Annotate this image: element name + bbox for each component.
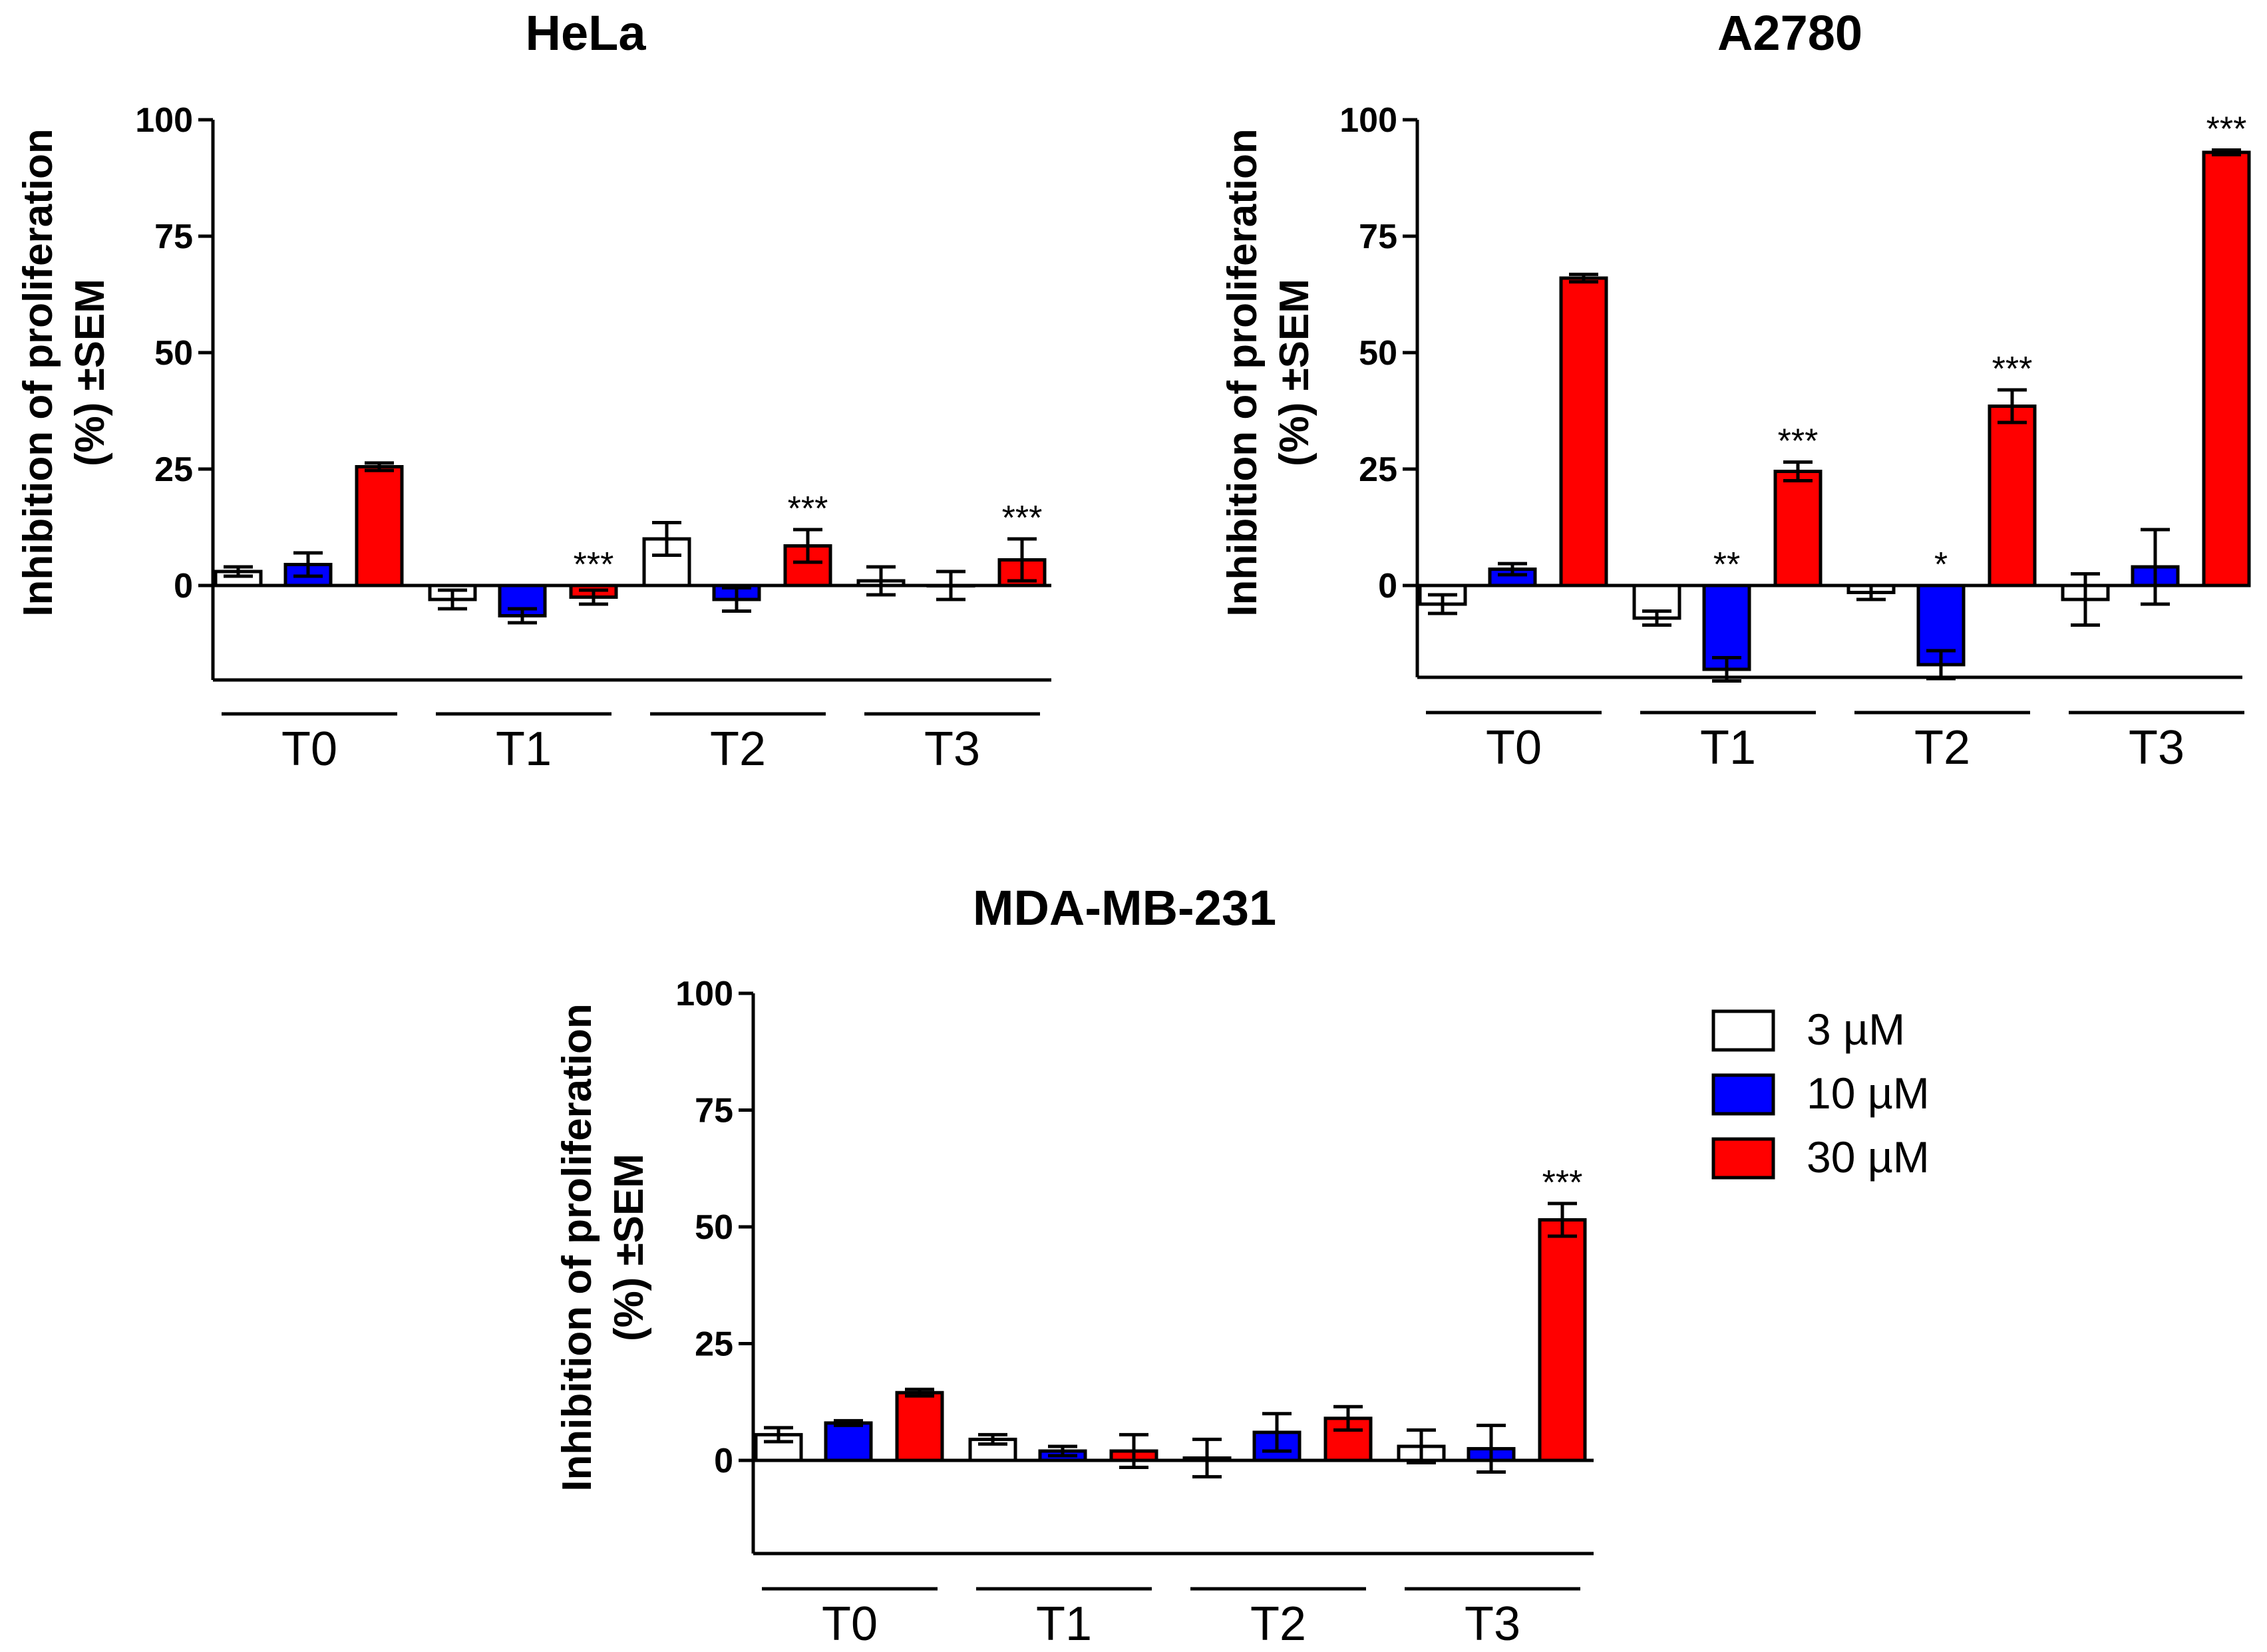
y-axis-label-line2: (%) ±SEM <box>1272 279 1317 466</box>
bar <box>1559 276 1608 587</box>
bar <box>754 1432 803 1462</box>
y-axis-label: Inhibition of proliferation (%) ±SEM <box>15 128 113 617</box>
category-label: T0 <box>822 1597 878 1651</box>
bar <box>1988 405 2037 587</box>
significance-marker: *** <box>1992 350 2033 389</box>
legend-label: 3 µM <box>1807 1005 1905 1054</box>
chart-title: A2780 <box>1717 5 1862 61</box>
category-label: T3 <box>1465 1597 1520 1651</box>
y-axis-label-line1: Inhibition of proliferation <box>1220 128 1266 617</box>
y-tick-label: 25 <box>154 450 193 489</box>
chart-title: HeLa <box>526 5 647 61</box>
category-label: T3 <box>924 723 980 776</box>
y-tick-label: 75 <box>1359 218 1397 256</box>
y-tick-label: 0 <box>1378 567 1397 605</box>
legend-label: 10 µM <box>1807 1069 1930 1118</box>
y-tick-label: 75 <box>695 1092 733 1130</box>
bar <box>355 465 404 587</box>
bar <box>824 1421 873 1462</box>
category-label: T2 <box>710 723 766 776</box>
y-axis-label-line1: Inhibition of proliferation <box>15 128 61 617</box>
legend-swatch <box>1711 1009 1775 1052</box>
y-tick-label: 25 <box>695 1325 733 1364</box>
bar <box>1538 1218 1587 1462</box>
y-axis-label: Inhibition of proliferation (%) ±SEM <box>1220 128 1317 617</box>
category-label: T1 <box>1700 721 1756 774</box>
y-axis-label-line2: (%) ±SEM <box>606 1154 652 1341</box>
significance-marker: ** <box>1713 546 1740 584</box>
category-label: T0 <box>281 723 337 776</box>
bar <box>2202 150 2251 587</box>
y-axis-label-line2: (%) ±SEM <box>67 279 113 466</box>
y-tick-label: 100 <box>1339 101 1397 140</box>
bar <box>1773 470 1823 587</box>
y-tick-label: 0 <box>714 1442 733 1480</box>
bar <box>895 1391 944 1462</box>
y-tick-label: 50 <box>154 334 193 373</box>
category-label: T1 <box>496 723 552 776</box>
y-tick-label: 75 <box>154 218 193 256</box>
category-label: T2 <box>1914 721 1970 774</box>
significance-marker: *** <box>1002 499 1043 538</box>
chart-panel-2: MDA-MB-231 Inhibition of proliferation (%)… <box>554 880 1594 1651</box>
legend-swatch <box>1711 1073 1775 1116</box>
category-label: T2 <box>1250 1597 1306 1651</box>
significance-marker: *** <box>574 546 614 584</box>
y-tick-label: 100 <box>675 975 733 1013</box>
y-tick-label: 25 <box>1359 450 1397 489</box>
significance-marker: *** <box>1542 1164 1583 1202</box>
y-tick-label: 50 <box>1359 334 1397 373</box>
y-axis-label: Inhibition of proliferation (%) ±SEM <box>554 1003 652 1492</box>
legend-label: 30 µM <box>1807 1132 1930 1182</box>
y-axis-label-line1: Inhibition of proliferation <box>554 1003 600 1492</box>
legend-swatch <box>1711 1137 1775 1180</box>
chart-panel-1: A2780 Inhibition of proliferation (%) ±SEM… <box>1220 5 2251 774</box>
legend: 3 µM 10 µM 30 µM <box>1711 1005 1930 1182</box>
category-label: T3 <box>2129 721 2184 774</box>
significance-marker: *** <box>2206 110 2247 149</box>
significance-marker: *** <box>1778 422 1819 461</box>
significance-marker: *** <box>788 490 828 528</box>
y-tick-label: 0 <box>174 567 193 605</box>
y-tick-label: 50 <box>695 1208 733 1247</box>
category-label: T0 <box>1486 721 1542 774</box>
category-label: T1 <box>1036 1597 1092 1651</box>
y-tick-label: 100 <box>135 101 193 140</box>
significance-marker: * <box>1934 546 1948 584</box>
chart-panel-0: HeLa Inhibition of proliferation (%) ±SEM 1… <box>15 5 1051 776</box>
chart-title: MDA-MB-231 <box>973 880 1276 935</box>
